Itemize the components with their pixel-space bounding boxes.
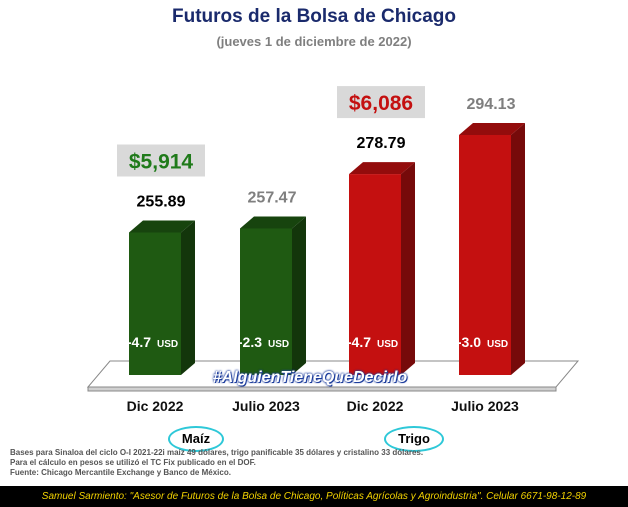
group-label-text: Maíz xyxy=(181,431,211,446)
footer-bar: Samuel Sarmiento: "Asesor de Futuros de … xyxy=(0,486,628,507)
category-label: Dic 2022 xyxy=(127,398,184,414)
footnote-line: Para el cálculo en pesos se utilizó el T… xyxy=(10,458,256,467)
footnotes: Bases para Sinaloa del ciclo O-I 2021-22… xyxy=(10,448,620,478)
bar-side xyxy=(401,162,415,375)
category-label: Julio 2023 xyxy=(232,398,300,414)
bar-value-label: 255.89 xyxy=(137,193,186,210)
chart-subtitle: (jueves 1 de diciembre de 2022) xyxy=(216,34,412,49)
bar-change-unit: USD xyxy=(487,339,508,350)
bar-value-label: 278.79 xyxy=(357,135,406,152)
footnote-line: Bases para Sinaloa del ciclo O-I 2021-22… xyxy=(10,448,424,457)
bar-change-label: -3.0 xyxy=(457,334,481,350)
bar xyxy=(240,228,292,375)
bar-top xyxy=(349,162,415,175)
peso-price-label: $5,914 xyxy=(129,150,194,173)
peso-price-box xyxy=(337,86,425,119)
watermark-hashtag: #AlguienTieneQueDecirlo xyxy=(212,369,408,386)
bar-top xyxy=(459,122,525,135)
chart-title: Futuros de la Bolsa de Chicago xyxy=(172,6,456,27)
group-label-text: Trigo xyxy=(398,431,430,446)
footnote-line: Fuente: Chicago Mercantile Exchange y Ba… xyxy=(10,468,231,477)
bar-change-unit: USD xyxy=(157,339,178,350)
bar xyxy=(129,232,181,375)
bar xyxy=(349,174,401,375)
bar xyxy=(459,134,511,375)
peso-price-label: $6,086 xyxy=(349,92,413,115)
group-label-trigo: Trigo xyxy=(384,426,444,452)
bar-change-unit: USD xyxy=(268,339,289,350)
bar-value-label: 294.13 xyxy=(467,96,516,113)
bar-side xyxy=(292,216,306,375)
bar-change-label: -4.7 xyxy=(347,334,371,350)
bar-top xyxy=(240,216,306,229)
bar-change-label: -2.3 xyxy=(238,334,262,350)
footer-name: Samuel Sarmiento: xyxy=(41,491,127,502)
category-label: Dic 2022 xyxy=(347,398,404,414)
chart-floor-edge xyxy=(87,386,557,392)
group-label-maiz: Maíz xyxy=(168,426,224,452)
bar-side xyxy=(511,122,525,375)
footer-text: "Asesor de Futuros de la Bolsa de Chicag… xyxy=(126,491,587,502)
bar-top xyxy=(129,220,195,233)
bar-value-label: 257.47 xyxy=(248,189,297,206)
category-label: Julio 2023 xyxy=(451,398,519,414)
peso-price-box xyxy=(117,144,205,177)
bar-side xyxy=(181,220,195,375)
bar-change-label: -4.7 xyxy=(127,334,151,350)
bar-change-unit: USD xyxy=(377,339,398,350)
